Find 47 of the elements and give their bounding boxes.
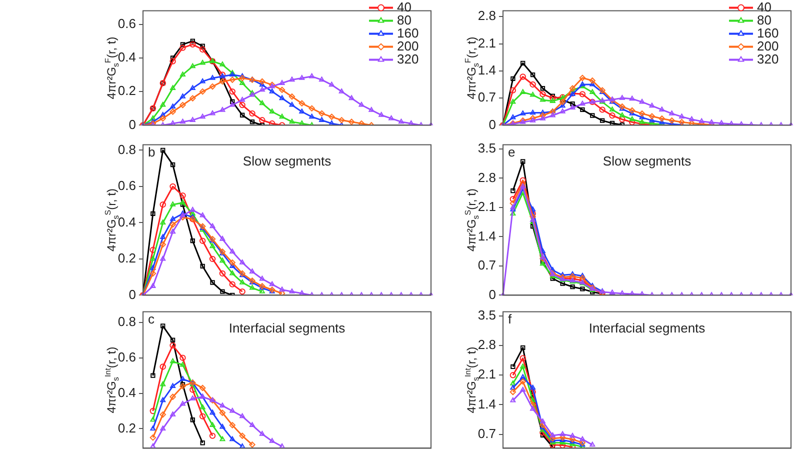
y-tick-label: 0.2 <box>118 250 136 266</box>
y-tick-label: 0.7 <box>478 426 496 441</box>
annotation: b <box>148 144 156 160</box>
legend-label: 320 <box>757 51 779 66</box>
legend-label: 40 <box>757 0 772 14</box>
y-tick-label: 0.8 <box>118 314 136 330</box>
legend-label: 160 <box>757 25 779 40</box>
y-tick-label: 3.5 <box>478 140 496 156</box>
y-tick-label: 0 <box>128 116 136 132</box>
y-tick-label: 1.4 <box>478 228 496 244</box>
y-tick-label: 0.6 <box>118 16 136 31</box>
legend-label: 40 <box>397 0 412 14</box>
text: Interfacial segments <box>228 320 346 336</box>
legend-label: 200 <box>757 38 779 54</box>
text: Slow segments <box>242 153 332 168</box>
y-tick-label: 0.4 <box>118 384 136 400</box>
y-tick-label: 2.1 <box>478 199 496 214</box>
legend-label: 160 <box>397 25 419 40</box>
y-tick-label: 0 <box>488 116 496 132</box>
y-tick-label: 0.2 <box>118 83 136 98</box>
annotation: e <box>508 144 516 160</box>
annotation: f <box>508 311 512 326</box>
legend-label: 80 <box>397 12 412 28</box>
y-tick-label: 0.6 <box>118 178 136 194</box>
y-tick-label: 0.7 <box>478 90 496 105</box>
legend-label: 320 <box>397 51 419 66</box>
y-tick-label: 0.4 <box>118 49 136 64</box>
text: Slow segments <box>602 153 692 168</box>
y-tick-label: 0.4 <box>118 214 136 230</box>
text: Interfacial segments <box>588 320 706 336</box>
y-tick-label: 2.8 <box>478 337 496 352</box>
y-tick-label: 0.8 <box>118 142 136 157</box>
legend-label: 200 <box>397 38 419 54</box>
y-tick-label: 1.4 <box>478 396 496 412</box>
y-tick-label: 0.2 <box>118 420 136 436</box>
y-tick-label: 0.6 <box>118 349 136 364</box>
legend-label: 80 <box>757 12 772 28</box>
y-tick-label: 2.1 <box>478 366 496 382</box>
y-tick-label: 0 <box>488 286 496 302</box>
y-tick-label: 2.8 <box>478 170 496 185</box>
y-tick-label: 0.7 <box>478 258 496 273</box>
y-tick-label: 0 <box>128 286 136 302</box>
y-tick-label: 2.8 <box>478 8 496 24</box>
y-tick-label: 3.5 <box>478 308 496 323</box>
y-tick-label: 1.4 <box>478 62 496 78</box>
y-tick-label: 2.1 <box>478 35 496 50</box>
annotation: c <box>148 311 155 326</box>
